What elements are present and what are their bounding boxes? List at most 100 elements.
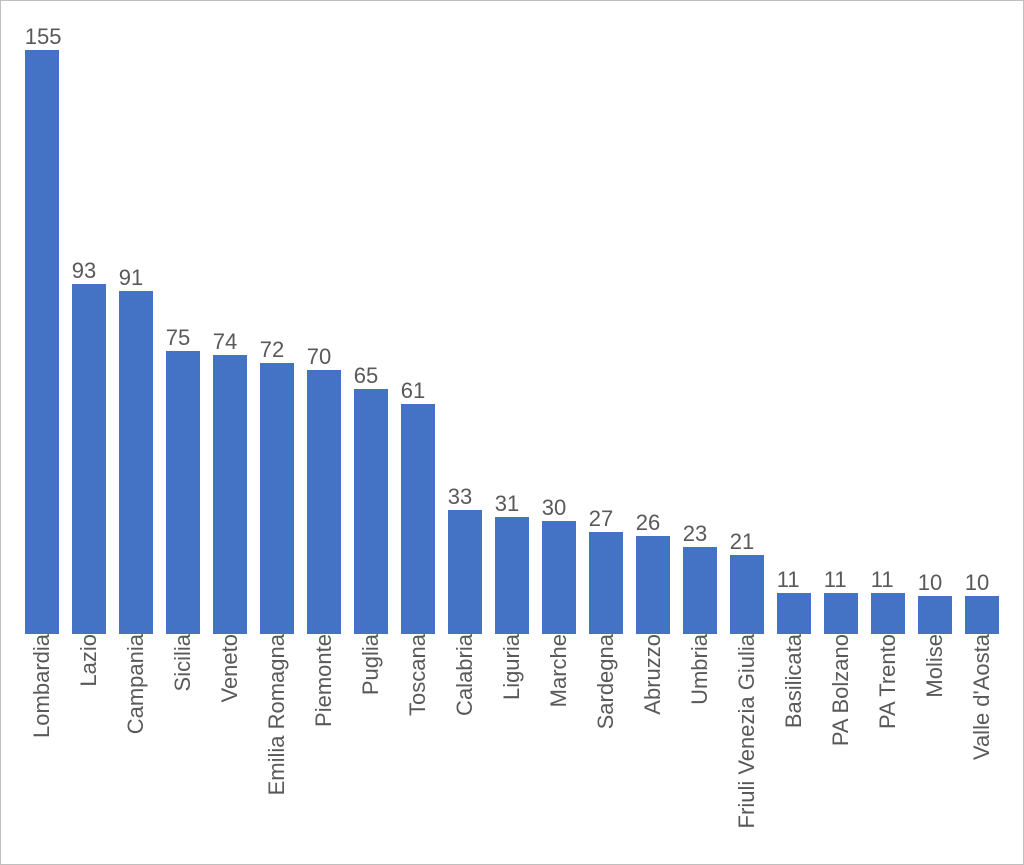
bar-value-label: 91: [119, 265, 143, 291]
bar: 10: [918, 596, 952, 634]
x-axis-label: Piemonte: [311, 634, 337, 735]
x-axis-label: Molise: [922, 634, 948, 706]
x-label-slot: Emilia Romagna: [256, 634, 298, 854]
bar: 11: [777, 593, 811, 634]
bar-wrapper: 27: [585, 31, 627, 634]
bar-wrapper: 75: [162, 31, 204, 634]
bar-wrapper: 74: [209, 31, 251, 634]
x-label-slot: Umbria: [679, 634, 721, 854]
bar: 26: [636, 536, 670, 634]
bar-wrapper: 31: [491, 31, 533, 634]
bar-group: 26: [632, 31, 674, 634]
bar-value-label: 31: [495, 491, 519, 517]
bar-value-label: 21: [730, 529, 754, 555]
bar-wrapper: 26: [632, 31, 674, 634]
x-label-slot: Sardegna: [585, 634, 627, 854]
bar-group: 33: [444, 31, 486, 634]
bar-value-label: 74: [213, 329, 237, 355]
x-label-slot: PA Bolzano: [820, 634, 862, 854]
bar: 33: [448, 510, 482, 634]
x-axis-label: Friuli Venezia Giulia: [734, 634, 760, 836]
bar: 23: [683, 547, 717, 634]
x-label-slot: Campania: [115, 634, 157, 854]
bar-group: 11: [867, 31, 909, 634]
x-label-slot: Abruzzo: [632, 634, 674, 854]
x-axis-label: PA Trento: [875, 634, 901, 737]
bar: 21: [730, 555, 764, 634]
x-axis-label: Lombardia: [29, 634, 55, 746]
bar-wrapper: 11: [820, 31, 862, 634]
x-axis-label: Campania: [123, 634, 149, 742]
bar-value-label: 26: [636, 510, 660, 536]
bar-group: 11: [820, 31, 862, 634]
x-axis-label: Lazio: [76, 634, 102, 695]
x-label-slot: Valle d'Aosta: [961, 634, 1003, 854]
bar-value-label: 10: [918, 570, 942, 596]
bar: 27: [589, 532, 623, 634]
bar-wrapper: 93: [68, 31, 110, 634]
bar-value-label: 11: [871, 567, 894, 593]
bar-wrapper: 61: [397, 31, 439, 634]
bar-value-label: 23: [683, 521, 707, 547]
bar-group: 27: [585, 31, 627, 634]
bar-value-label: 93: [72, 258, 96, 284]
bar: 61: [401, 404, 435, 634]
bar-group: 30: [538, 31, 580, 634]
x-axis-label: Sicilia: [170, 634, 196, 699]
plot-area: 1559391757472706561333130272623211111111…: [21, 31, 1003, 634]
x-axis-label: Toscana: [405, 634, 431, 724]
bar: 74: [213, 355, 247, 634]
x-axis-label: PA Bolzano: [828, 634, 854, 754]
bar-chart-container: 1559391757472706561333130272623211111111…: [0, 0, 1024, 865]
x-axis-labels: LombardiaLazioCampaniaSiciliaVenetoEmili…: [21, 634, 1003, 854]
bar-group: 61: [397, 31, 439, 634]
x-label-slot: Basilicata: [773, 634, 815, 854]
x-axis-label: Emilia Romagna: [264, 634, 290, 803]
x-label-slot: Lazio: [68, 634, 110, 854]
bar: 31: [495, 517, 529, 634]
bar-value-label: 11: [824, 567, 847, 593]
bar-group: 74: [209, 31, 251, 634]
x-label-slot: Lombardia: [21, 634, 63, 854]
bar-group: 75: [162, 31, 204, 634]
bar: 70: [307, 370, 341, 634]
x-axis-label: Marche: [546, 634, 572, 715]
bar-wrapper: 91: [115, 31, 157, 634]
bar-value-label: 27: [589, 506, 613, 532]
x-label-slot: Puglia: [350, 634, 392, 854]
bar-group: 21: [726, 31, 768, 634]
x-axis-label: Umbria: [687, 634, 713, 713]
x-axis-label: Calabria: [452, 634, 478, 724]
x-axis-label: Puglia: [358, 634, 384, 703]
x-label-slot: Marche: [538, 634, 580, 854]
bar-value-label: 33: [448, 484, 472, 510]
x-label-slot: Calabria: [444, 634, 486, 854]
bar-wrapper: 155: [21, 31, 63, 634]
x-axis-label: Basilicata: [781, 634, 807, 736]
bar-value-label: 72: [260, 337, 284, 363]
x-label-slot: PA Trento: [867, 634, 909, 854]
bar-wrapper: 11: [773, 31, 815, 634]
bar: 155: [25, 50, 59, 634]
bar-value-label: 10: [965, 570, 989, 596]
bar-wrapper: 30: [538, 31, 580, 634]
x-label-slot: Piemonte: [303, 634, 345, 854]
bar-wrapper: 72: [256, 31, 298, 634]
x-axis-label: Sardegna: [593, 634, 619, 737]
bar-value-label: 30: [542, 495, 566, 521]
bar-group: 72: [256, 31, 298, 634]
bar-group: 31: [491, 31, 533, 634]
bar-wrapper: 65: [350, 31, 392, 634]
bar-wrapper: 11: [867, 31, 909, 634]
x-label-slot: Friuli Venezia Giulia: [726, 634, 768, 854]
bar-group: 11: [773, 31, 815, 634]
bar-value-label: 65: [354, 363, 378, 389]
bar-group: 10: [961, 31, 1003, 634]
bar: 65: [354, 389, 388, 634]
bar-wrapper: 70: [303, 31, 345, 634]
bar-wrapper: 10: [914, 31, 956, 634]
bar-group: 23: [679, 31, 721, 634]
bar-group: 10: [914, 31, 956, 634]
bar: 11: [871, 593, 905, 634]
x-label-slot: Toscana: [397, 634, 439, 854]
